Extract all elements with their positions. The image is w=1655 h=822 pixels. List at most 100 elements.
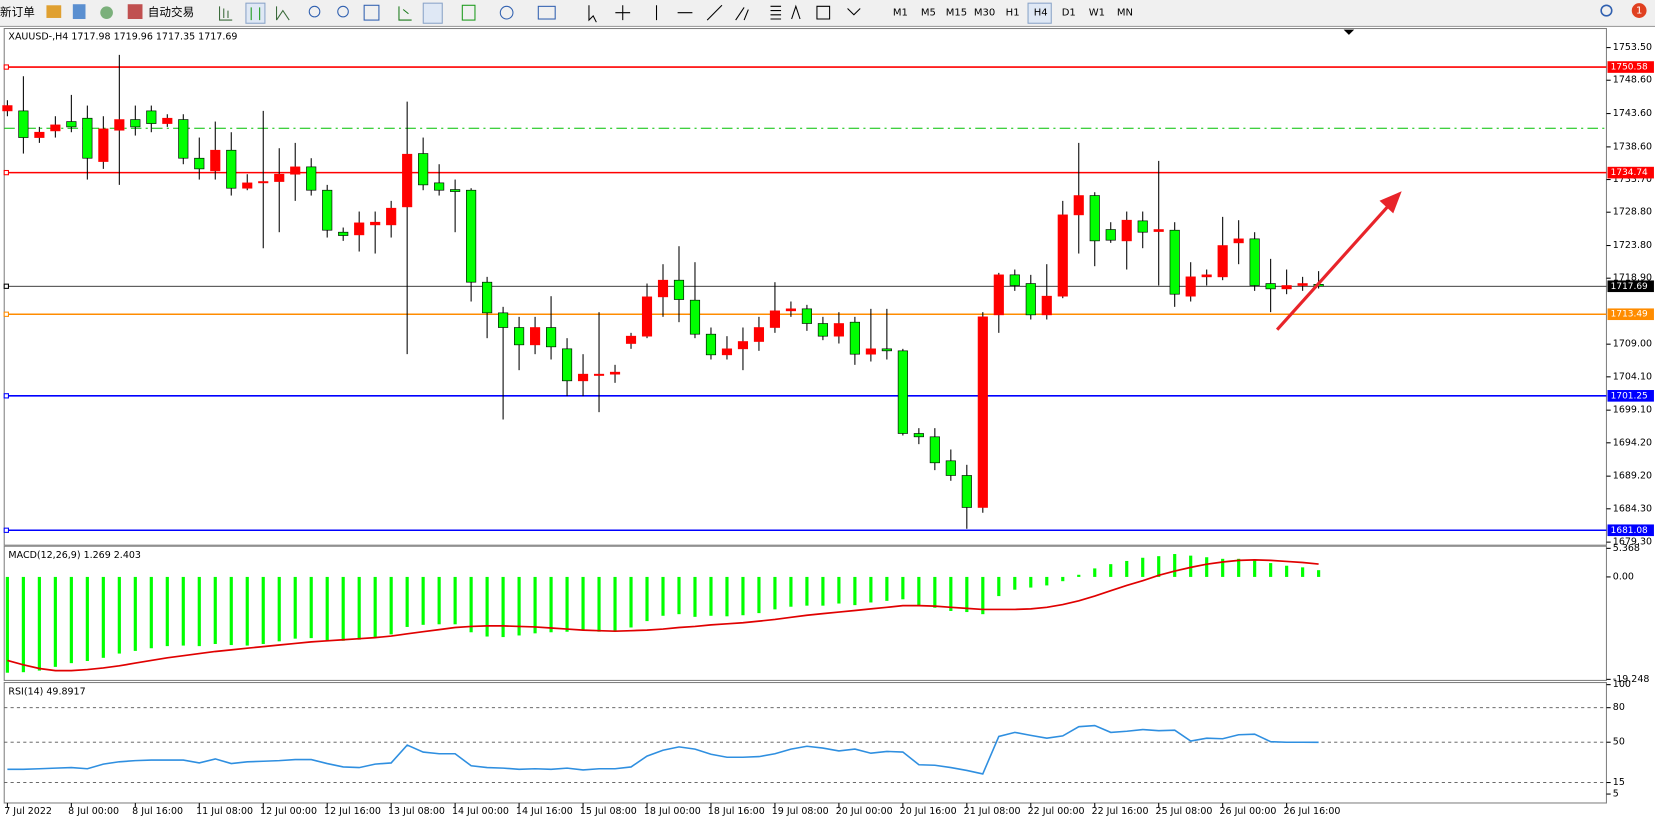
icon[interactable] [46,5,62,18]
icon[interactable] [219,6,233,21]
icon[interactable] [100,6,113,20]
icon[interactable] [337,5,349,18]
candle-body [785,308,796,312]
level-tag [1607,390,1654,402]
candle-body [50,124,61,132]
macd-bar [101,576,105,658]
icon[interactable] [499,5,514,20]
icon[interactable] [308,5,321,18]
macd-bar [53,576,57,667]
macd-bar [85,576,89,662]
icon[interactable] [72,4,86,20]
icon[interactable] [537,5,556,20]
candle-body [338,231,349,236]
auto-trading-button[interactable]: 自动交易 [148,5,194,19]
macd-bar [949,576,953,611]
macd-bar [1301,567,1305,577]
icon[interactable] [791,4,861,20]
candle-body [1057,214,1068,297]
icon[interactable] [127,4,143,20]
candle-body [769,310,781,328]
macd-bar [869,576,873,603]
candle-body [609,371,621,375]
candle-body [833,323,844,337]
macd-bar [901,576,905,600]
icon[interactable] [398,6,412,21]
candle-body [641,296,653,337]
toolbar [0,0,1655,27]
timeframe-button[interactable]: M5 [921,8,936,19]
timeframe-button[interactable]: H4 [1034,8,1048,19]
candle-body [865,348,876,355]
icon[interactable] [422,2,443,24]
x-tick-label: 12 Jul 16:00 [324,806,381,817]
icon[interactable] [276,6,290,21]
plots: 1753.50 1748.60 1743.60 1738.60 1733.70 1728.… [2,31,1654,817]
candle-body [961,475,972,508]
icon[interactable] [363,4,380,21]
annotation-arrow [1275,201,1393,331]
candle-body [689,299,701,335]
icon[interactable] [655,4,749,21]
candle-body [18,110,29,138]
search-icon[interactable] [1600,4,1613,17]
candle-body [753,327,765,342]
candle-body [530,327,541,346]
icon[interactable] [250,7,261,21]
macd-bar [757,576,761,614]
macd-bar [437,576,441,625]
icon[interactable] [245,2,266,24]
new-order-button[interactable]: 新订单 [0,5,35,19]
timeframe-button[interactable]: D1 [1062,8,1076,19]
macd-bar [661,576,665,616]
icon[interactable] [770,5,782,20]
toolbar-icons [219,2,861,24]
icon[interactable] [588,5,597,23]
notification-badge[interactable] [1631,3,1647,18]
candle-body [929,436,940,464]
macd-bar [485,576,489,637]
y-tick-label: 80 [1613,702,1625,713]
candle-body [1089,195,1100,242]
macd-bar [357,576,361,640]
icon[interactable] [461,4,476,21]
candle-body [625,335,637,344]
level-tag-label: 1681.08 [1611,526,1648,536]
macd-bar [629,576,633,628]
candle-body [1137,220,1148,233]
x-tick-label: 11 Jul 08:00 [196,806,253,817]
level-tag [1607,166,1654,179]
macd-bar [709,576,713,616]
candle-body [194,157,205,170]
timeframe-button[interactable]: M30 [974,8,995,19]
level-tag-label: 1750.58 [1611,63,1648,73]
macd-bar [773,576,777,610]
macd-bar [645,576,649,622]
candle-body [657,279,669,298]
timeframe-button[interactable]: M15 [946,8,967,19]
icon[interactable] [615,5,631,21]
candle-body [817,323,828,337]
candle-body [1153,229,1164,232]
level-tag [1607,61,1654,73]
macd-bar [741,576,745,616]
macd-bar [277,576,281,642]
candle-body [561,348,573,382]
candle-body [546,327,557,348]
macd-bar [517,576,521,636]
panel-title: XAUUSD-,H4 1717.98 1719.96 1717.35 1717.… [8,31,237,42]
x-tick-label: 14 Jul 00:00 [452,806,509,817]
macd-bar [885,576,889,601]
candle-body [737,341,749,350]
macd-bar [197,576,201,647]
macd-bar [245,576,249,646]
timeframe-button[interactable]: M1 [893,8,908,19]
timeframe-button[interactable]: H1 [1006,8,1020,19]
timeframe-button[interactable]: W1 [1089,8,1105,19]
macd-bar [677,576,681,615]
macd-bar [117,576,121,654]
timeframe-button[interactable]: MN [1117,8,1133,19]
annotation-arrowhead [1379,191,1402,214]
candle-body [2,105,13,112]
